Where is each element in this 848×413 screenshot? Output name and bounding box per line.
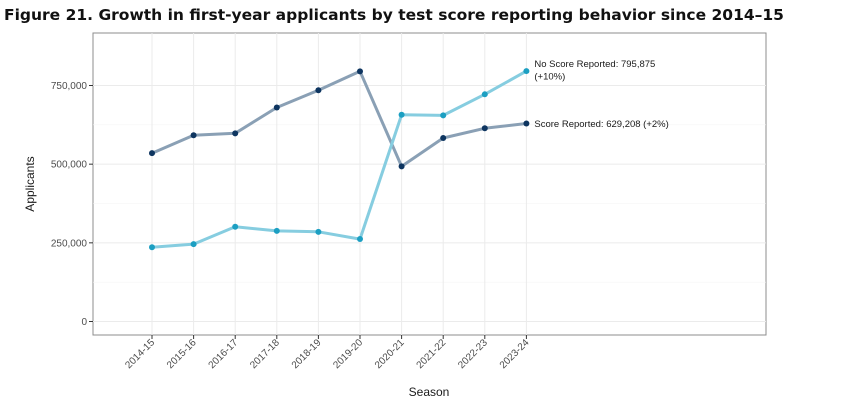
series-line-no-score-reported [150,69,528,249]
data-point [149,244,155,251]
figure-title: Figure 21. Growth in first-year applican… [4,6,784,24]
series-end-label: Score Reported: 629,208 (+2%) [534,119,668,130]
series-end-label: (+10%) [534,72,565,83]
x-axis: 2014-15 2015-16 2016-17 2017-18 2018-19 2019-… [123,335,532,371]
plot-panel [92,32,767,336]
data-point [440,135,447,142]
data-point [357,236,363,243]
y-tick-label: 750,000 [51,81,88,92]
data-point [232,223,239,230]
x-tick-label: 2018-19 [290,337,324,371]
series-lines [149,68,530,251]
data-point [398,163,405,170]
data-point [315,87,322,94]
series-end-label: No Score Reported: 795,875 [534,59,655,70]
data-point [398,111,405,118]
data-point [190,241,197,248]
data-point [481,91,488,98]
data-point [481,125,488,132]
series-line-score-reported [150,69,528,168]
data-point [440,112,447,119]
data-point [523,68,530,75]
x-axis-title: Season [409,385,450,399]
y-tick-label: 0 [81,317,87,328]
x-tick-label: 2014-15 [123,337,157,371]
data-point [149,150,155,157]
data-point [523,120,530,127]
y-tick-label: 500,000 [51,160,88,171]
data-point [190,132,197,139]
x-tick-label: 2019-20 [331,337,365,371]
y-tick-label: 250,000 [51,238,88,249]
data-point [273,227,280,234]
x-tick-label: 2016-17 [207,337,241,371]
x-tick-label: 2022-23 [456,337,490,371]
data-point [232,130,239,137]
annotations: Score Reported: 629,208 (+2%) No Score Re… [534,59,668,130]
y-axis-title: Applicants [23,156,37,211]
x-tick-label: 2021-22 [415,337,449,371]
data-point [357,68,363,75]
x-tick-label: 2023-24 [498,337,532,371]
y-axis: 0 250,000 500,000 750,000 [51,81,93,328]
x-tick-label: 2015-16 [165,337,199,371]
x-tick-label: 2017-18 [248,337,282,371]
data-point [273,104,280,111]
data-point [315,228,322,235]
grid-lines [93,33,766,335]
x-tick-label: 2020-21 [373,337,407,371]
